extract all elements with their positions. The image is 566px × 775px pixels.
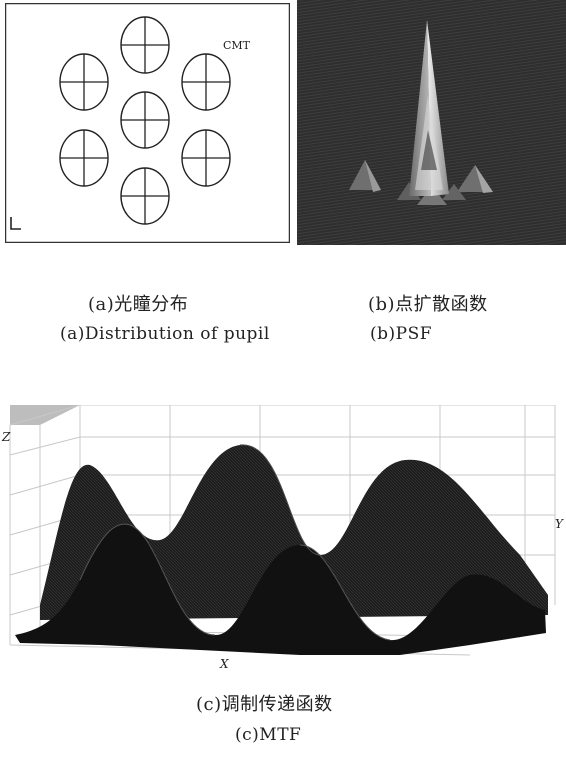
mtf-surface-front [15,524,546,655]
pupil-bottom [120,167,170,225]
psf-main-peak [409,20,449,196]
pupil-upper-right [181,53,231,111]
caption-a-english: (a)Distribution of pupil [60,324,270,344]
cmt-label: CMT [223,39,251,52]
axis-z-label: Z [1,430,11,444]
mtf-figure: Z Y X [1,405,564,670]
caption-c-chinese: (c)调制传递函数 [196,694,333,715]
mtf-surface-back [40,444,548,620]
axis-y-label: Y [555,517,564,531]
pupil-center [120,91,170,149]
caption-c-english: (c)MTF [235,725,302,745]
caption-b-chinese: (b)点扩散函数 [368,294,488,315]
caption-b-english: (b)PSF [370,324,433,344]
pupil-upper-left [59,53,109,111]
pupil-lower-left [59,129,109,187]
psf-figure [297,0,566,245]
pupil-lower-right [181,129,231,187]
caption-a-chinese: (a)光瞳分布 [88,294,189,315]
corner-mark [10,217,21,230]
pupil-distribution-figure: CMT [5,3,290,243]
axis-x-label: X [219,657,229,670]
pupil-top [120,16,170,74]
